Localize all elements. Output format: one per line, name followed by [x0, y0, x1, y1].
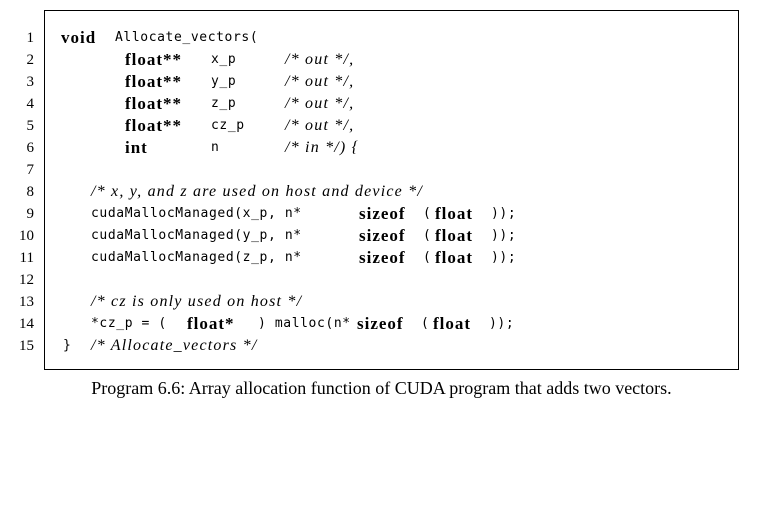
keyword: float*	[187, 314, 235, 333]
code-line-5: float** cz_p /* out */,	[53, 115, 653, 137]
code-listing: 1 2 3 4 5 6 7 8 9 10 11 12 13 14 15 void…	[8, 10, 756, 372]
keyword: float**	[125, 72, 183, 91]
code-line-14: *cz_p = ( float* ) malloc(n* sizeof ( fl…	[53, 313, 653, 335]
line-number: 14	[19, 316, 34, 332]
closing-brace: }	[63, 338, 72, 353]
code-box: void Allocate_vectors( float** x_p /* ou…	[44, 10, 739, 370]
keyword: sizeof	[359, 248, 406, 267]
code-text: cudaMallocManaged(x_p, n*	[91, 206, 302, 221]
param-name: y_p	[211, 74, 237, 89]
comment: /* cz is only used on host */	[91, 293, 303, 310]
keyword: float**	[125, 94, 183, 113]
code-line-8: /* x, y, and z are used on host and devi…	[53, 181, 653, 203]
param-name: cz_p	[211, 118, 245, 133]
line-number: 9	[26, 206, 35, 222]
line-number: 10	[19, 228, 34, 244]
keyword: void	[61, 28, 97, 47]
code-line-10: cudaMallocManaged(y_p, n* sizeof ( float…	[53, 225, 653, 247]
param-name: x_p	[211, 52, 237, 67]
code-text: cudaMallocManaged(z_p, n*	[91, 250, 302, 265]
keyword: float	[435, 204, 474, 223]
keyword: sizeof	[359, 226, 406, 245]
code-line-13: /* cz is only used on host */	[53, 291, 653, 313]
code-line-2: float** x_p /* out */,	[53, 49, 653, 71]
comment: /* out */,	[285, 51, 355, 68]
code-text: ));	[491, 228, 517, 243]
line-number: 7	[26, 162, 35, 178]
keyword: sizeof	[359, 204, 406, 223]
keyword: float	[435, 248, 474, 267]
line-number: 3	[26, 74, 35, 90]
line-number: 11	[19, 250, 34, 266]
code-text: (	[421, 316, 430, 331]
function-name: Allocate_vectors(	[115, 30, 259, 45]
keyword: float	[433, 314, 472, 333]
code-text: (	[423, 206, 432, 221]
code-text: cudaMallocManaged(y_p, n*	[91, 228, 302, 243]
param-name: n	[211, 140, 220, 155]
comment: /* out */,	[285, 117, 355, 134]
keyword: float**	[125, 50, 183, 69]
line-number: 8	[26, 184, 35, 200]
line-number: 12	[19, 272, 34, 288]
code-text: *cz_p = (	[91, 316, 167, 331]
keyword: float	[435, 226, 474, 245]
code-text: ));	[489, 316, 515, 331]
line-number: 6	[26, 140, 35, 156]
code-line-9: cudaMallocManaged(x_p, n* sizeof ( float…	[53, 203, 653, 225]
code-text: ));	[491, 250, 517, 265]
comment: /* out */,	[285, 95, 355, 112]
line-number: 2	[26, 52, 35, 68]
param-name: z_p	[211, 96, 237, 111]
line-number: 5	[26, 118, 35, 134]
comment: /* x, y, and z are used on host and devi…	[91, 183, 424, 200]
comment: /* Allocate_vectors */	[91, 337, 258, 354]
comment: /* in */) {	[285, 139, 360, 156]
line-number-gutter: 1 2 3 4 5 6 7 8 9 10 11 12 13 14 15	[8, 10, 40, 372]
code-line-15: } /* Allocate_vectors */	[53, 335, 653, 357]
line-number: 13	[19, 294, 34, 310]
code-text: ) malloc(n*	[258, 316, 351, 331]
code-text: (	[423, 250, 432, 265]
keyword: int	[125, 138, 148, 157]
code-text: (	[423, 228, 432, 243]
line-number: 4	[26, 96, 35, 112]
code-line-11: cudaMallocManaged(z_p, n* sizeof ( float…	[53, 247, 653, 269]
program-caption: Program 6.6: Array allocation function o…	[91, 378, 672, 398]
comment: /* out */,	[285, 73, 355, 90]
code-line-1: void Allocate_vectors(	[53, 27, 653, 49]
keyword: float**	[125, 116, 183, 135]
keyword: sizeof	[357, 314, 404, 333]
code-line-3: float** y_p /* out */,	[53, 71, 653, 93]
line-number: 1	[26, 30, 35, 46]
code-text: ));	[491, 206, 517, 221]
code-line-6: int n /* in */) {	[53, 137, 653, 159]
line-number: 15	[19, 338, 34, 354]
code-line-4: float** z_p /* out */,	[53, 93, 653, 115]
